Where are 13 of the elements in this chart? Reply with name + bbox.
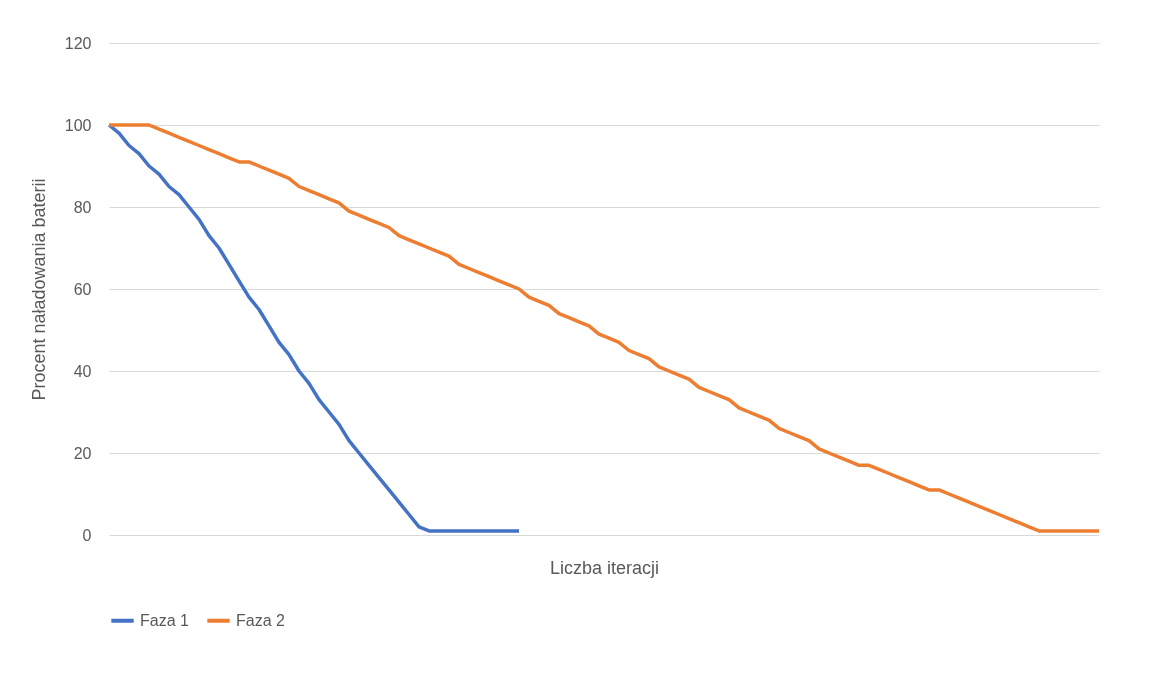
y-tick-label: 20 — [73, 444, 92, 462]
legend-label: Faza 2 — [236, 611, 286, 629]
y-tick-label: 100 — [64, 116, 92, 134]
y-tick-label: 120 — [64, 34, 92, 52]
line-series — [107, 123, 1101, 533]
y-tick-label: 80 — [73, 198, 92, 216]
y-tick-label: 60 — [73, 280, 92, 298]
y-tick-label: 40 — [73, 362, 92, 380]
x-axis-title: Liczba iteracji — [549, 557, 660, 578]
legend-label: Faza 1 — [140, 611, 190, 629]
y-tick-label: 0 — [82, 526, 92, 544]
y-axis-title: Procent naładowania baterii — [28, 178, 49, 401]
line-series — [107, 123, 521, 533]
